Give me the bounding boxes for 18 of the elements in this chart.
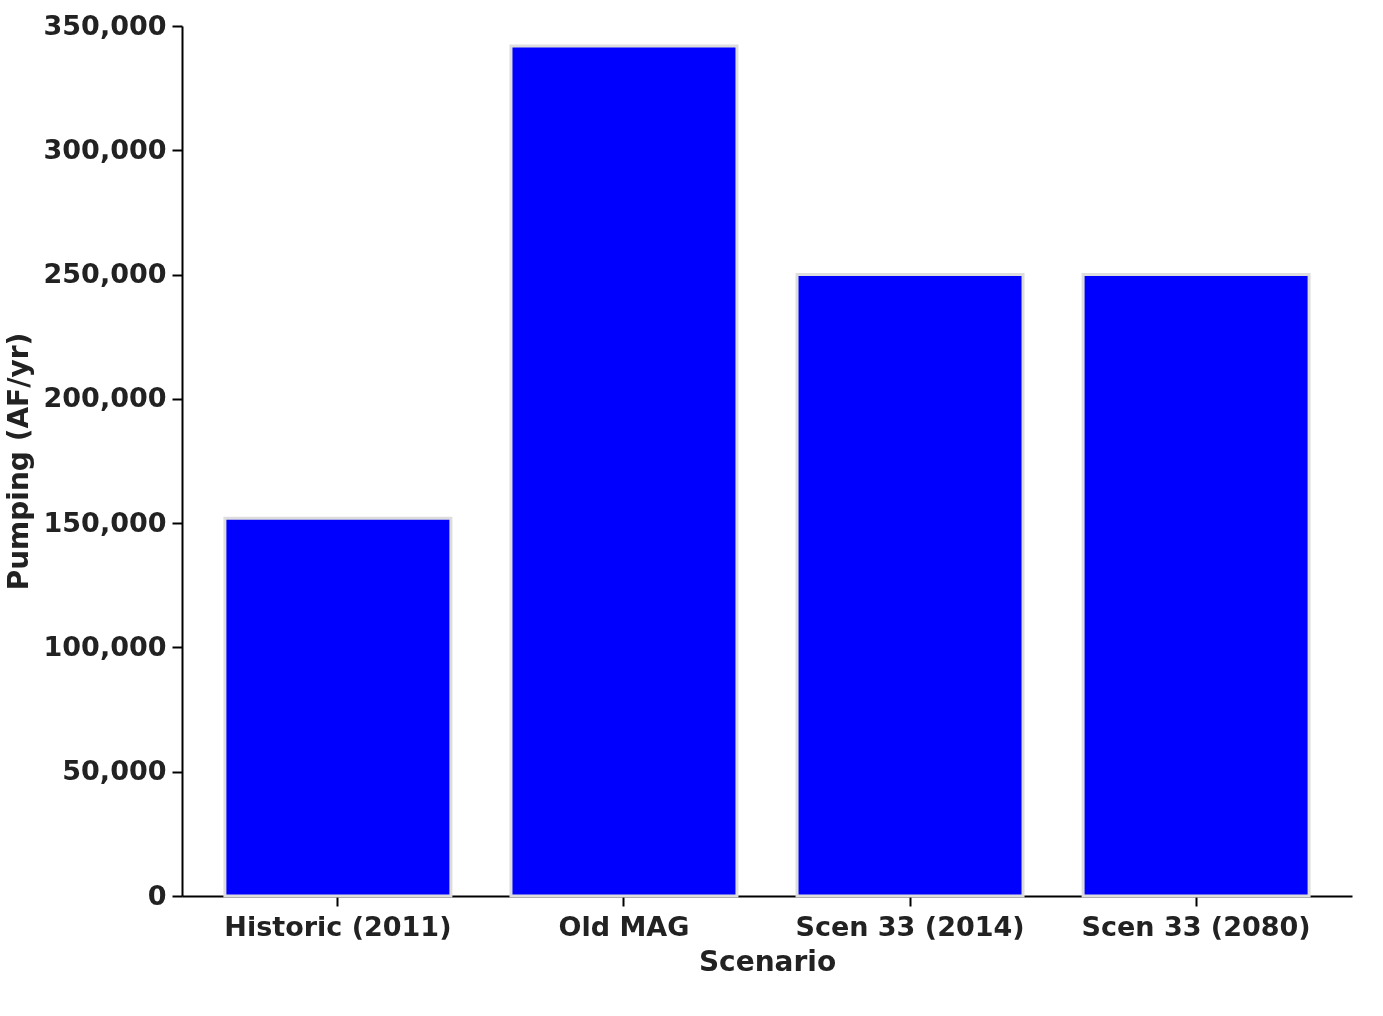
y-tick-label: 350,000 <box>43 9 167 41</box>
bar <box>509 44 739 898</box>
bar <box>1081 273 1311 898</box>
y-tick-label: 150,000 <box>43 506 167 538</box>
bar <box>795 273 1025 898</box>
y-axis-title: Pumping (AF/yr) <box>1 332 35 591</box>
y-tick-label: 50,000 <box>62 755 167 787</box>
x-tick-label: Scen 33 (2080) <box>1081 910 1311 942</box>
x-axis-title: Scenario <box>698 944 837 978</box>
y-tick-label: 200,000 <box>43 382 167 414</box>
x-tick-label: Historic (2011) <box>224 910 452 942</box>
y-tick-label: 250,000 <box>43 258 167 290</box>
bar <box>223 516 453 898</box>
y-tick-label: 300,000 <box>43 133 167 165</box>
x-tick-label: Scen 33 (2014) <box>795 910 1025 942</box>
y-tick-label: 100,000 <box>43 630 167 662</box>
x-tick-label: Old MAG <box>558 910 690 942</box>
y-tick-label: 0 <box>147 879 167 911</box>
